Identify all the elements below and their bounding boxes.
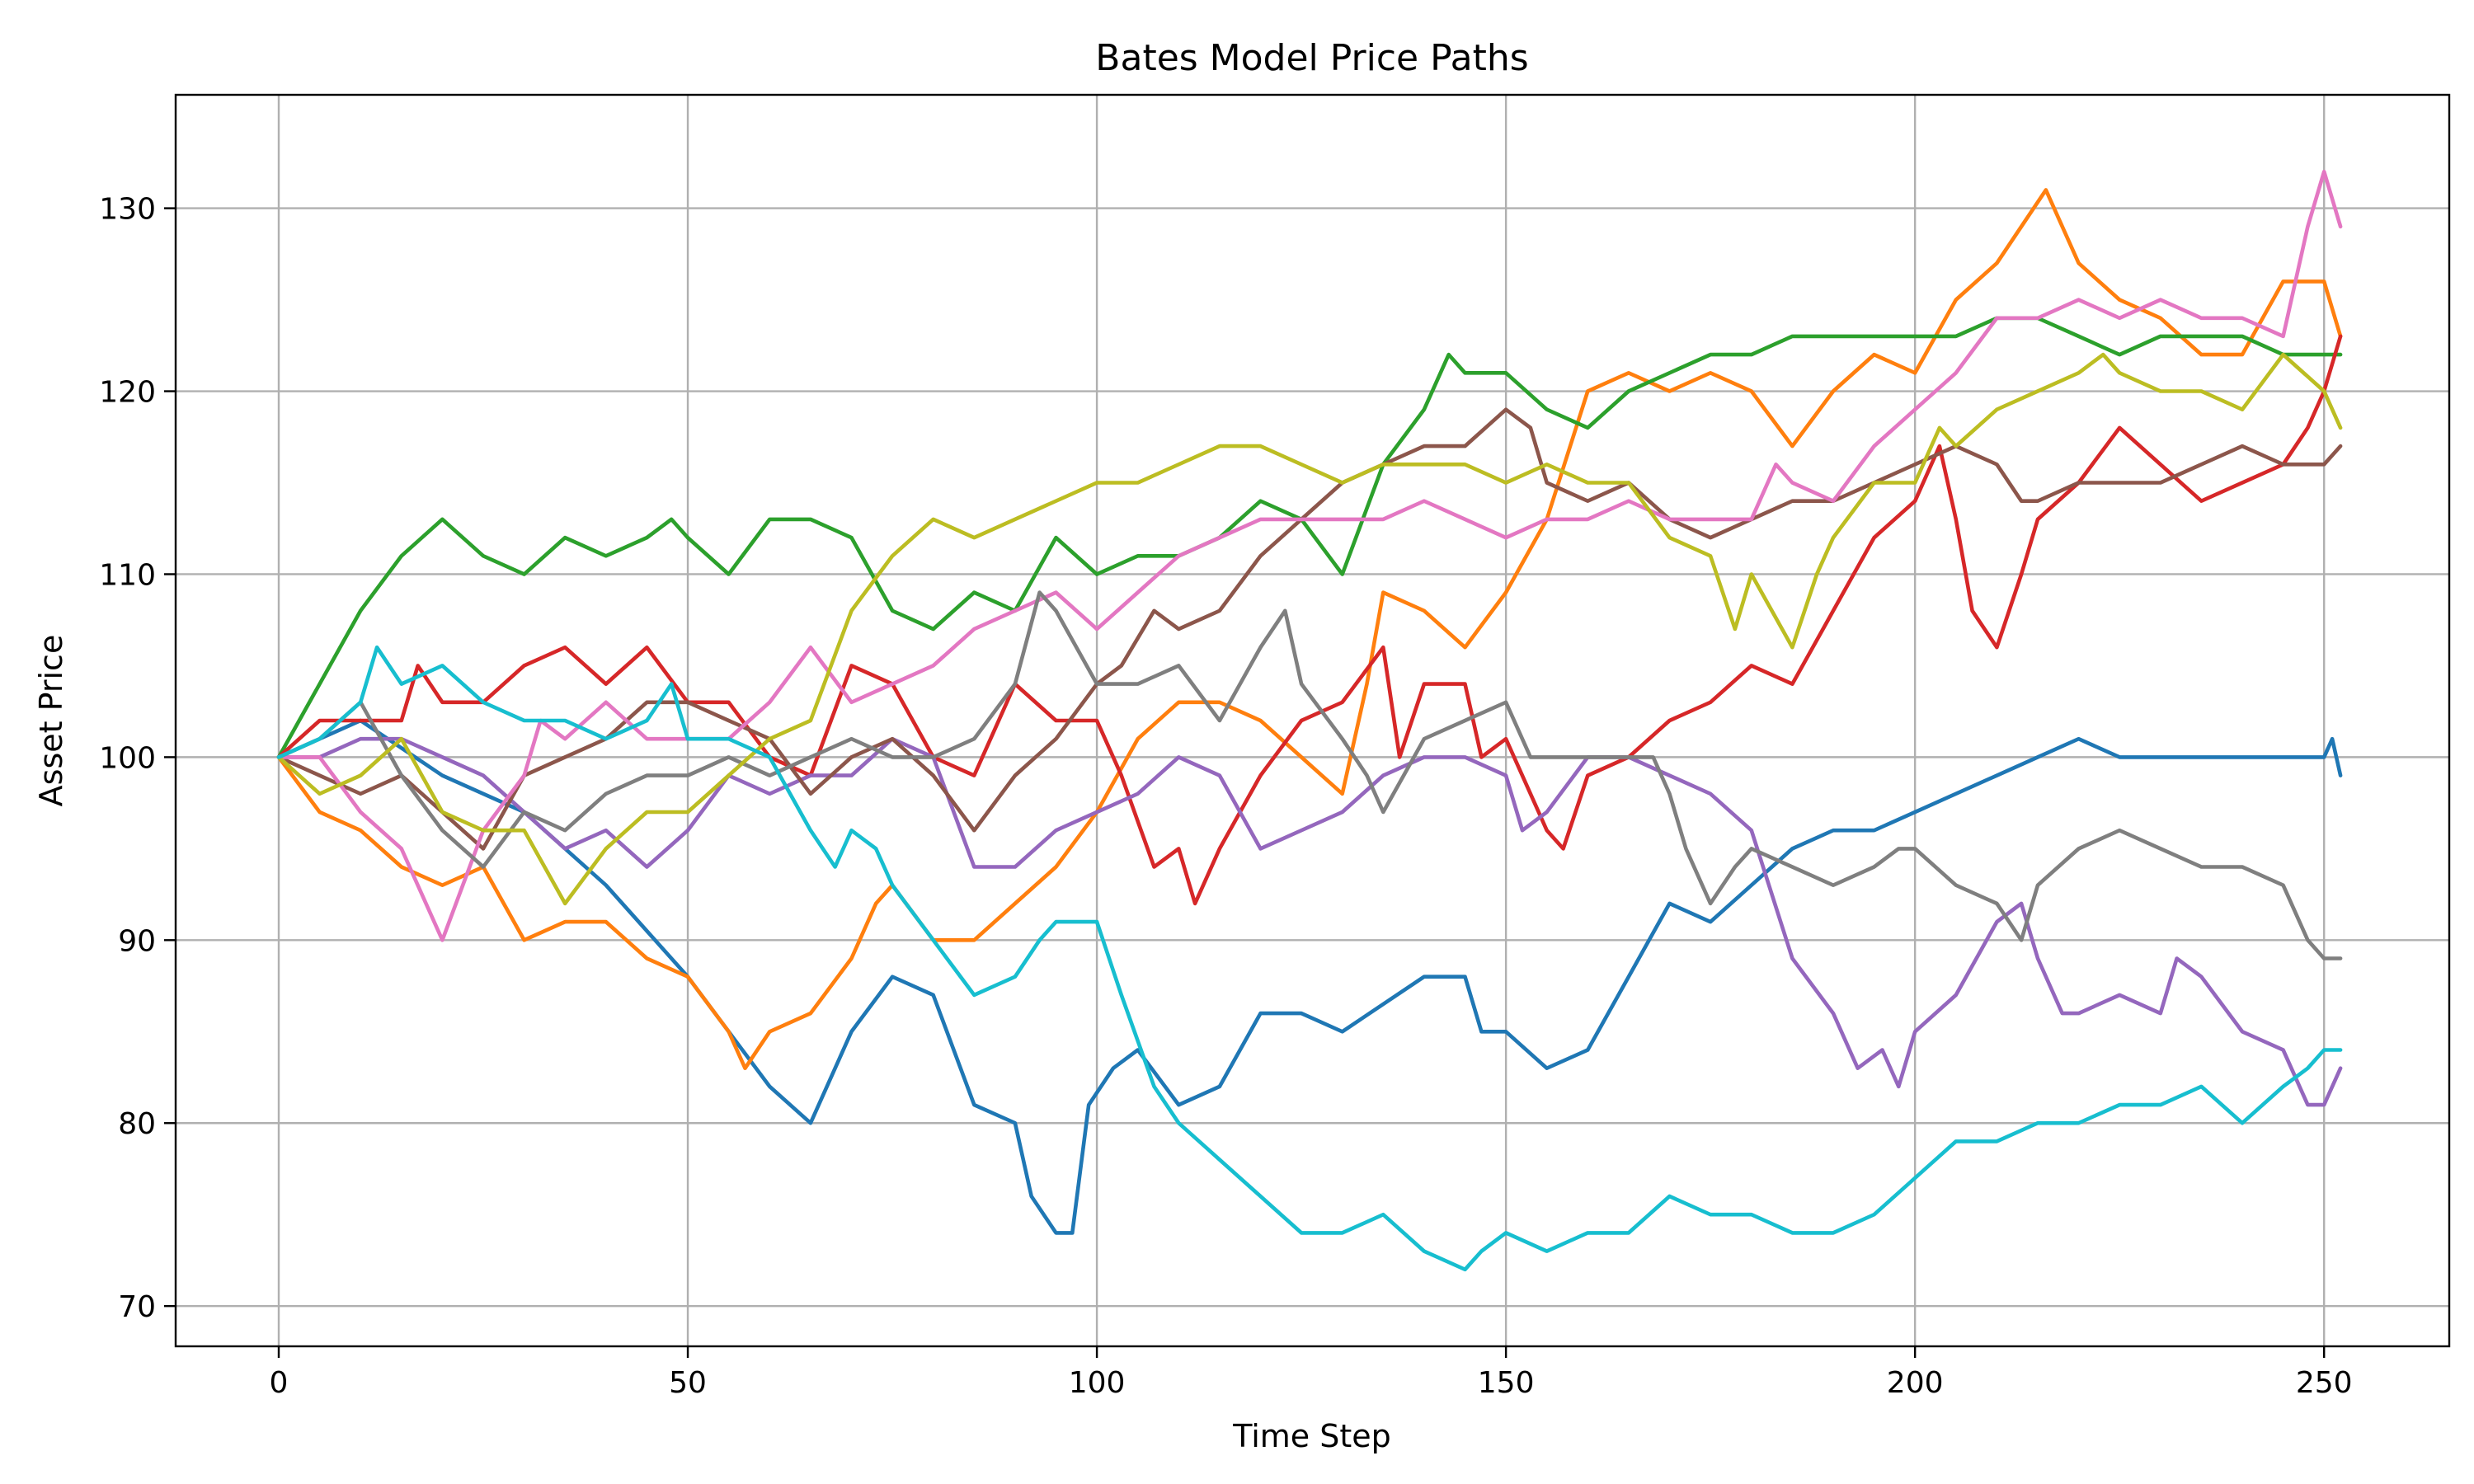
y-tick-label: 80	[118, 1107, 156, 1141]
ticks: 0 50 100 150 200 250 70 80 90 100 110 120 130	[99, 193, 2352, 1400]
y-tick-label: 120	[99, 376, 156, 410]
price-path-line-4	[276, 334, 2343, 906]
x-tick-label: 0	[270, 1366, 289, 1400]
y-tick-label: 100	[99, 741, 156, 775]
plot-frame	[174, 93, 2451, 1348]
y-tick-label: 70	[118, 1290, 156, 1324]
price-path-line-8	[276, 590, 2343, 960]
y-tick-label: 90	[118, 924, 156, 958]
gridlines	[176, 95, 2449, 1346]
x-tick-label: 100	[1069, 1366, 1126, 1400]
y-tick-label: 110	[99, 558, 156, 592]
y-tick-label: 130	[99, 193, 156, 227]
price-path-line-1	[276, 718, 2343, 1235]
x-axis-label: Time Step	[1232, 1418, 1391, 1454]
x-tick-label: 50	[669, 1366, 707, 1400]
price-path-line-10	[276, 645, 2343, 1272]
chart-title: Bates Model Price Paths	[1095, 37, 1528, 79]
series-group	[276, 169, 2343, 1272]
y-axis-label: Asset Price	[33, 635, 69, 807]
x-tick-label: 150	[1478, 1366, 1535, 1400]
price-path-line-7	[276, 169, 2343, 942]
x-tick-label: 250	[2296, 1366, 2353, 1400]
price-path-line-9	[276, 352, 2343, 906]
price-path-line-5	[276, 736, 2343, 1107]
x-tick-label: 200	[1887, 1366, 1944, 1400]
price-path-line-2	[276, 188, 2343, 1070]
